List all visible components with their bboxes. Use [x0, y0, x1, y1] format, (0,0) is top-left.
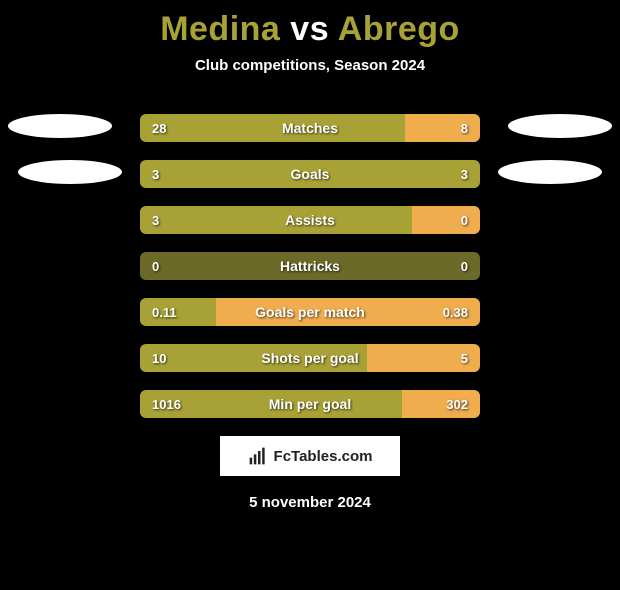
- date-label: 5 november 2024: [0, 494, 620, 511]
- stat-bar: 33Goals: [140, 160, 480, 188]
- stat-bar: 00Hattricks: [140, 252, 480, 280]
- subtitle: Club competitions, Season 2024: [0, 57, 620, 74]
- stat-bar: 105Shots per goal: [140, 344, 480, 372]
- bar-right-fill: [402, 390, 480, 418]
- bar-left-fill: [140, 114, 405, 142]
- player1-name: Medina: [160, 10, 280, 48]
- bar-left-value: 10: [152, 344, 166, 372]
- bar-left-value: 3: [152, 206, 159, 234]
- bar-right-value: 0.38: [443, 298, 468, 326]
- bar-right-value: 3: [461, 160, 468, 188]
- decorative-ellipse-left-top: [8, 114, 112, 138]
- bar-right-value: 0: [461, 252, 468, 280]
- bar-left-value: 1016: [152, 390, 181, 418]
- bar-left-value: 0.11: [152, 298, 177, 326]
- logo-text: FcTables.com: [274, 448, 373, 465]
- bar-left-fill: [140, 252, 480, 280]
- source-logo: FcTables.com: [220, 436, 400, 476]
- bar-right-value: 8: [461, 114, 468, 142]
- comparison-title: Medina vs Abrego: [0, 10, 620, 49]
- bar-left-fill: [140, 206, 412, 234]
- decorative-ellipse-right-top: [508, 114, 612, 138]
- chart-area: 288Matches33Goals30Assists00Hattricks0.1…: [0, 114, 620, 418]
- stat-bar: 30Assists: [140, 206, 480, 234]
- bars-icon: [248, 446, 268, 466]
- stat-bar: 1016302Min per goal: [140, 390, 480, 418]
- decorative-ellipse-left-bottom: [18, 160, 122, 184]
- bar-right-value: 5: [461, 344, 468, 372]
- stat-bar: 0.110.38Goals per match: [140, 298, 480, 326]
- bar-right-fill: [412, 206, 480, 234]
- bar-right-value: 0: [461, 206, 468, 234]
- bar-right-value: 302: [446, 390, 468, 418]
- bar-fill: [140, 252, 480, 280]
- bar-left-fill: [140, 344, 367, 372]
- stat-bar: 288Matches: [140, 114, 480, 142]
- bar-left-value: 0: [152, 252, 159, 280]
- bar-left-fill: [140, 160, 480, 188]
- player2-name: Abrego: [338, 10, 460, 48]
- bar-fill: [140, 206, 480, 234]
- vs-word: vs: [290, 10, 329, 48]
- bar-right-fill: [216, 298, 480, 326]
- bar-left-value: 28: [152, 114, 166, 142]
- bar-fill: [140, 298, 480, 326]
- bars-container: 288Matches33Goals30Assists00Hattricks0.1…: [140, 114, 480, 418]
- decorative-ellipse-right-bottom: [498, 160, 602, 184]
- bar-left-value: 3: [152, 160, 159, 188]
- bar-fill: [140, 390, 480, 418]
- bar-fill: [140, 344, 480, 372]
- bar-fill: [140, 114, 480, 142]
- bar-right-fill: [405, 114, 480, 142]
- bar-fill: [140, 160, 480, 188]
